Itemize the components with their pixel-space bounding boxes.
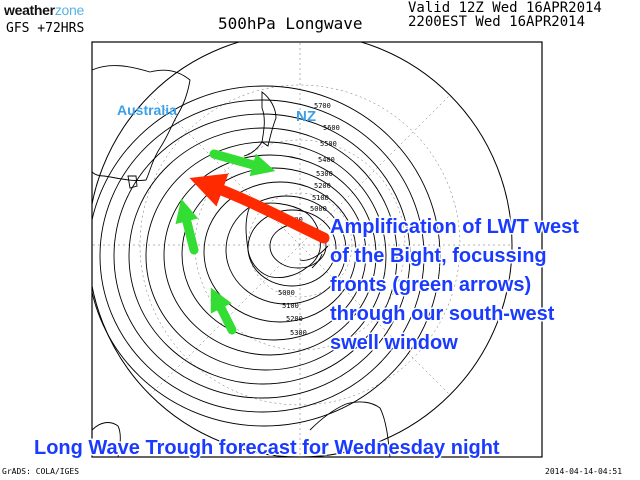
africa-coast — [92, 422, 121, 457]
chart-title: 500hPa Longwave — [218, 14, 363, 33]
nz-label: NZ — [296, 108, 316, 125]
weatherzone-logo: weatherzone — [4, 2, 84, 18]
contour-5700 — [113, 113, 411, 399]
contour-label: 5300 — [316, 170, 333, 178]
valid-time: Valid 12Z Wed 16APR2014 2200EST Wed 16AP… — [408, 1, 602, 29]
australia-coast — [92, 65, 191, 181]
south-america-coast — [309, 401, 391, 457]
contour-label: 5000 — [278, 289, 295, 297]
contour-label: 5200 — [286, 315, 303, 323]
contour-5100 — [225, 195, 347, 305]
contour-5600 — [128, 127, 398, 385]
contour-5850 — [92, 85, 441, 427]
australia-label: Australia — [117, 102, 177, 118]
antarctic-peninsula — [299, 245, 329, 269]
contour-label: 5600 — [323, 124, 340, 132]
contour-label: 5300 — [290, 329, 307, 337]
contour-label: 5700 — [314, 102, 331, 110]
annotation-line: of the Bight, focussing — [330, 245, 547, 267]
graticule — [92, 42, 512, 457]
map-caption: Long Wave Trough forecast for Wednesday … — [34, 437, 500, 459]
projection-boundary — [92, 42, 513, 457]
logo-main: weather — [4, 2, 55, 18]
contour-label: 5500 — [320, 140, 337, 148]
contour-5500 — [145, 141, 387, 371]
map-frame — [91, 41, 543, 458]
contour-label: 5400 — [318, 156, 335, 164]
logo-zone: zone — [54, 2, 84, 18]
trough-arrow — [189, 173, 330, 244]
footer-credit: GrADS: COLA/IGES — [2, 467, 80, 476]
front-arrows — [175, 149, 276, 335]
tasmania-coast — [127, 175, 138, 189]
annotation: Amplification of LWT west of the Bight, … — [329, 215, 581, 356]
green-arrow-2 — [175, 198, 199, 255]
nz-coast — [243, 91, 277, 157]
contour-5800 — [99, 99, 425, 413]
model-run-label: GFS +72HRS — [6, 21, 85, 36]
contour-5000 — [247, 209, 337, 287]
annotation-line: through our south-west — [330, 303, 555, 325]
valid-time-utc: Valid 12Z Wed 16APR2014 — [408, 0, 602, 16]
valid-time-local: 2200EST Wed 16APR2014 — [408, 14, 586, 30]
footer-timestamp: 2014-04-14-04:51 — [545, 467, 623, 476]
contour-label: 5000 — [310, 205, 327, 213]
contour-5200 — [203, 181, 357, 323]
green-arrow-1 — [209, 149, 276, 177]
green-arrow-3 — [210, 287, 237, 335]
annotation-line: fronts (green arrows) — [330, 274, 531, 296]
contour-label: 5100 — [312, 194, 329, 202]
annotation-line: swell window — [330, 332, 458, 354]
contour-label: 5200 — [314, 182, 331, 190]
contour-label: 5100 — [282, 302, 299, 310]
annotation-line: Amplification of LWT west — [330, 216, 579, 238]
